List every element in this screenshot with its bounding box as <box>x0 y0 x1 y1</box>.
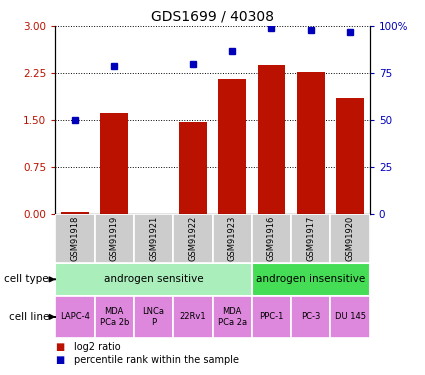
Bar <box>55 296 94 338</box>
Bar <box>134 296 173 338</box>
Text: MDA
PCa 2b: MDA PCa 2b <box>99 307 129 327</box>
Bar <box>61 212 89 214</box>
Bar <box>212 214 252 262</box>
Text: androgen insensitive: androgen insensitive <box>256 274 366 284</box>
Text: LAPC-4: LAPC-4 <box>60 312 90 321</box>
Text: cell type: cell type <box>4 274 49 284</box>
Bar <box>297 72 325 214</box>
Bar <box>173 214 212 262</box>
Text: percentile rank within the sample: percentile rank within the sample <box>74 355 239 365</box>
Title: GDS1699 / 40308: GDS1699 / 40308 <box>151 10 274 24</box>
Text: cell line: cell line <box>8 312 49 322</box>
Text: PPC-1: PPC-1 <box>259 312 283 321</box>
Bar <box>252 214 291 262</box>
Bar <box>55 262 252 296</box>
Bar <box>331 214 370 262</box>
Bar <box>173 296 212 338</box>
Text: log2 ratio: log2 ratio <box>74 342 121 352</box>
Text: ■: ■ <box>55 342 65 352</box>
Bar <box>291 214 331 262</box>
Bar <box>100 112 128 214</box>
Bar <box>252 262 370 296</box>
Bar <box>179 122 207 214</box>
Text: GSM91921: GSM91921 <box>149 216 158 261</box>
Text: PC-3: PC-3 <box>301 312 320 321</box>
Text: GSM91919: GSM91919 <box>110 216 119 261</box>
Text: DU 145: DU 145 <box>334 312 366 321</box>
Bar <box>134 214 173 262</box>
Text: ■: ■ <box>55 355 65 365</box>
Text: androgen sensitive: androgen sensitive <box>104 274 203 284</box>
Text: GSM91918: GSM91918 <box>71 215 79 261</box>
Bar <box>55 214 94 262</box>
Bar <box>252 296 291 338</box>
Bar <box>258 65 285 214</box>
Text: GSM91922: GSM91922 <box>188 216 197 261</box>
Text: GSM91920: GSM91920 <box>346 216 354 261</box>
Text: MDA
PCa 2a: MDA PCa 2a <box>218 307 247 327</box>
Bar <box>94 214 134 262</box>
Bar <box>218 80 246 214</box>
Bar <box>331 296 370 338</box>
Text: GSM91923: GSM91923 <box>228 215 237 261</box>
Text: GSM91917: GSM91917 <box>306 215 315 261</box>
Text: LNCa
P: LNCa P <box>142 307 164 327</box>
Text: 22Rv1: 22Rv1 <box>179 312 206 321</box>
Bar <box>94 296 134 338</box>
Bar <box>291 296 331 338</box>
Bar <box>336 98 364 214</box>
Bar <box>212 296 252 338</box>
Text: GSM91916: GSM91916 <box>267 215 276 261</box>
